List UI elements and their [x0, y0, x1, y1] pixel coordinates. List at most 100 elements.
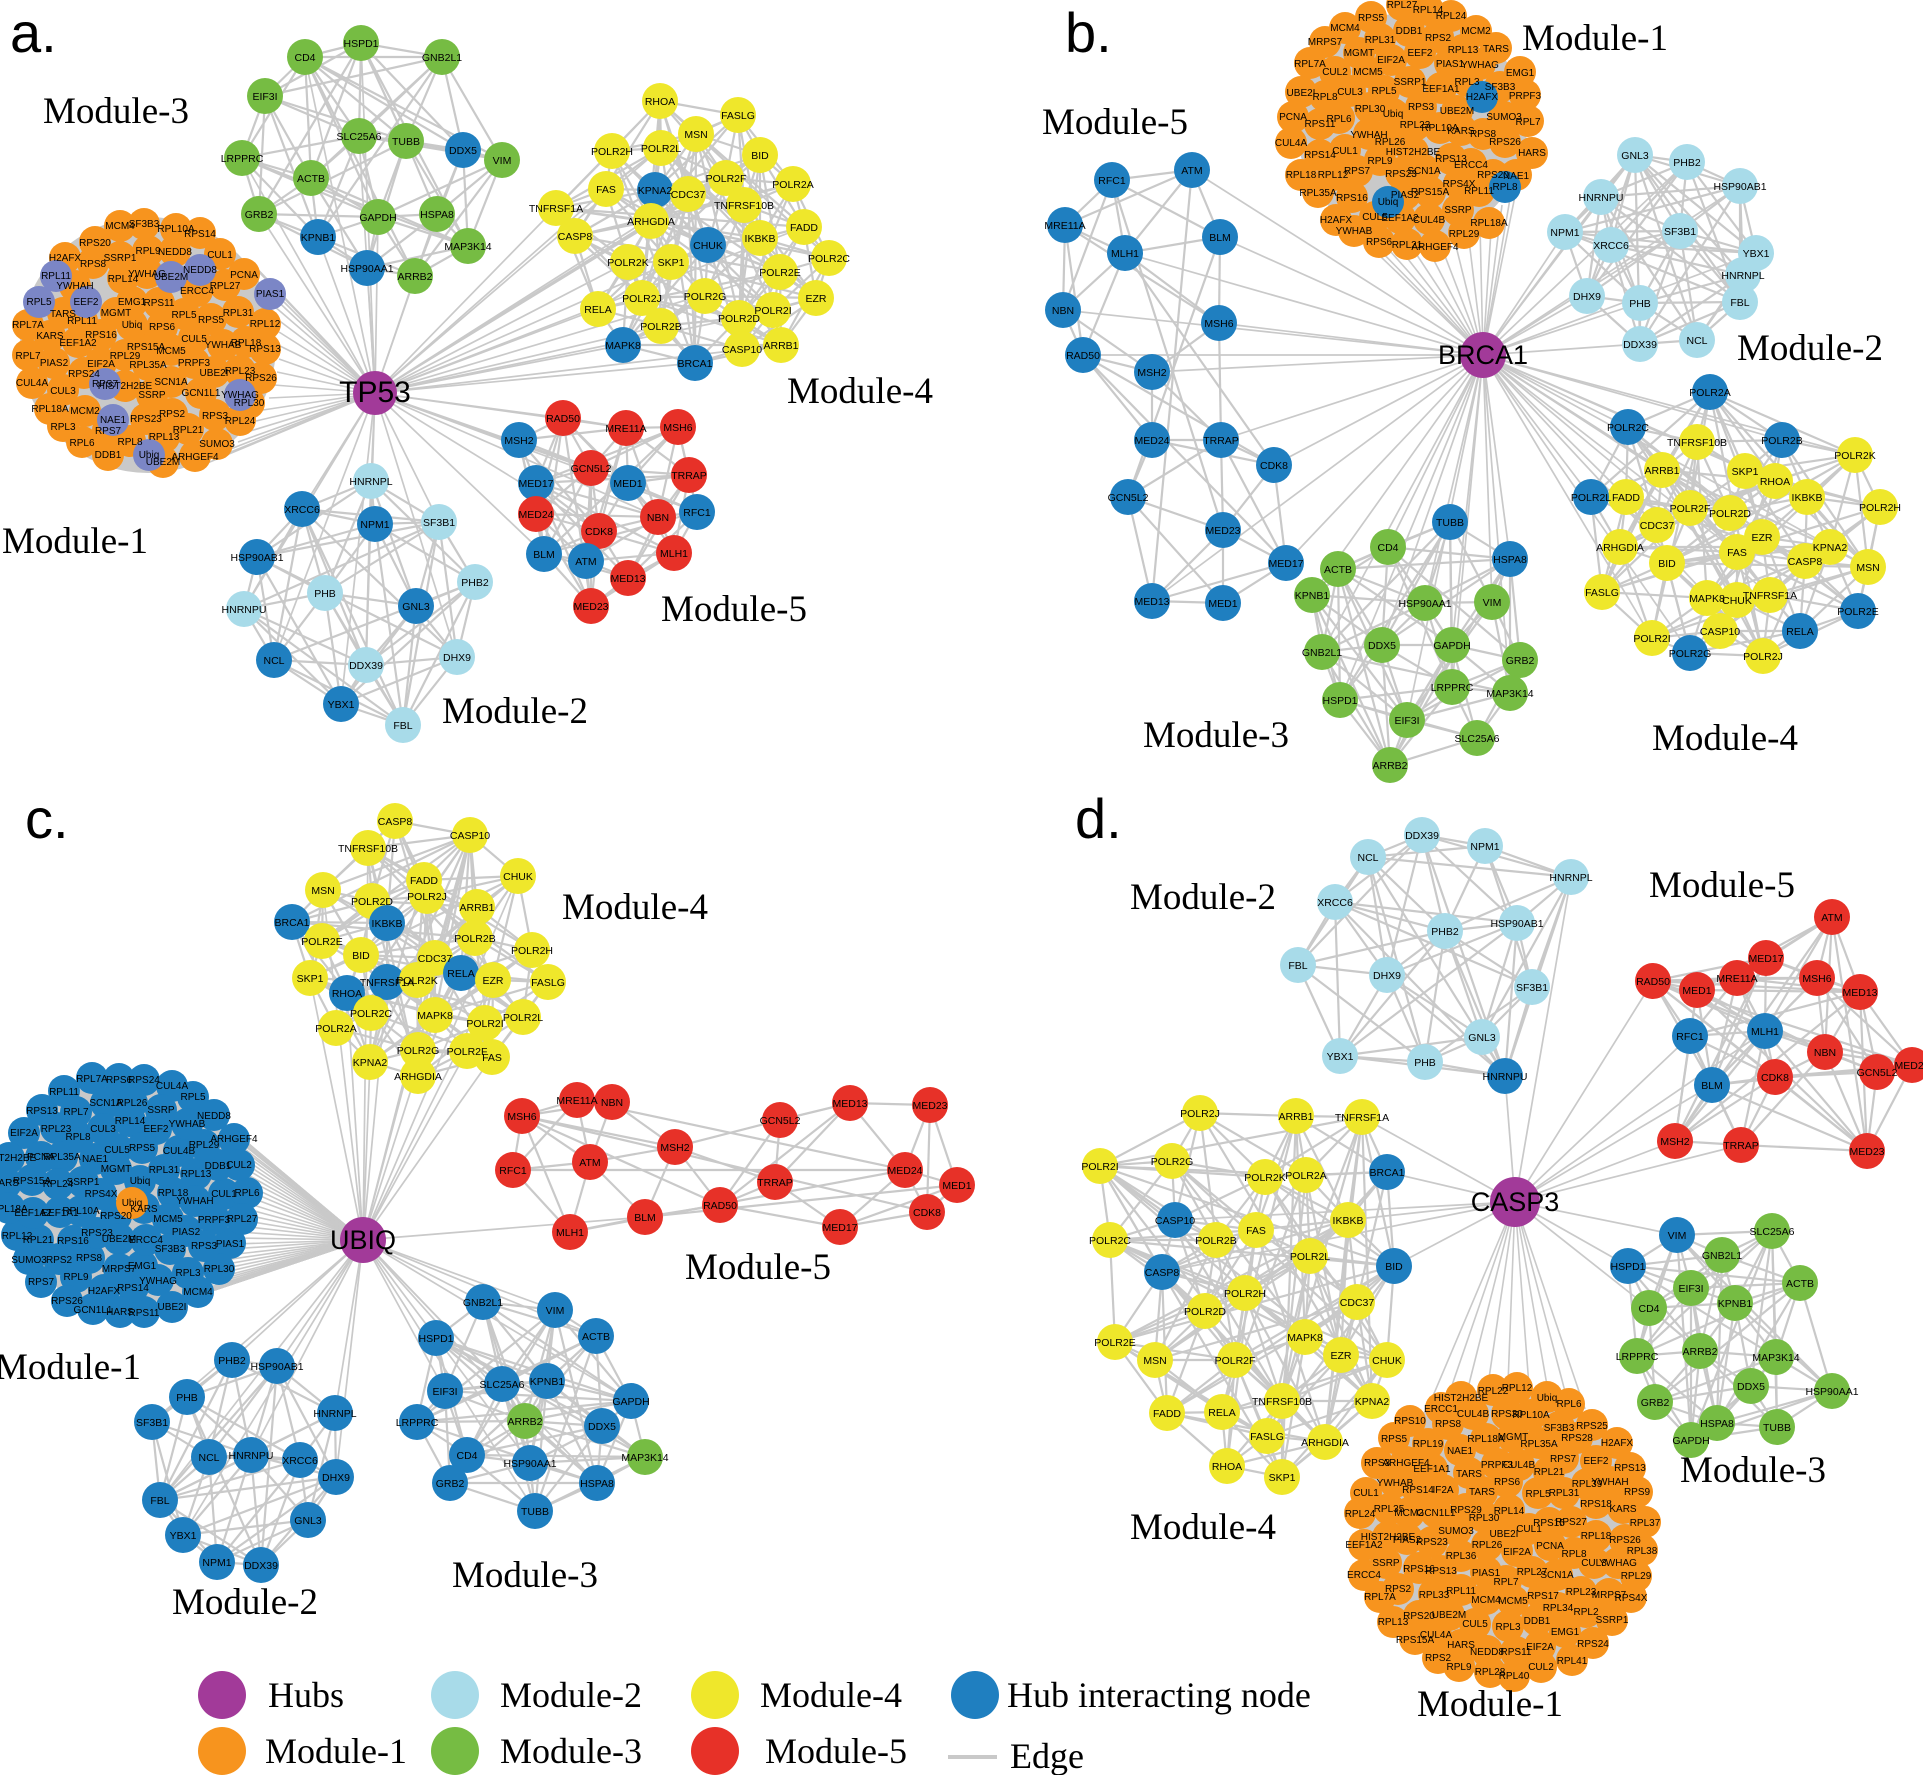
svg-text:DDB1: DDB1 [1396, 26, 1423, 37]
svg-text:MRE11A: MRE11A [605, 423, 646, 435]
svg-text:ARRB1: ARRB1 [1644, 465, 1679, 477]
svg-text:POLR2K: POLR2K [396, 975, 437, 987]
svg-text:RPL21: RPL21 [23, 1235, 54, 1246]
svg-text:RPL39: RPL39 [1572, 1479, 1603, 1490]
svg-text:CHUK: CHUK [1372, 1355, 1402, 1367]
svg-text:UBE2M: UBE2M [102, 1234, 136, 1245]
svg-text:RPS27: RPS27 [1555, 1517, 1587, 1528]
svg-text:Edge: Edge [1010, 1736, 1084, 1775]
svg-text:KARS: KARS [130, 1204, 158, 1215]
svg-text:MRE11A: MRE11A [1716, 973, 1757, 985]
svg-text:ARHGDIA: ARHGDIA [1596, 542, 1644, 554]
svg-text:MED24: MED24 [1894, 1060, 1923, 1072]
svg-text:RPL22: RPL22 [1478, 1386, 1509, 1397]
svg-text:CUL5: CUL5 [104, 1145, 130, 1156]
svg-text:RPS7: RPS7 [92, 379, 119, 390]
svg-text:RPS8: RPS8 [1435, 1419, 1462, 1430]
svg-text:EIF3I: EIF3I [252, 91, 277, 103]
svg-text:MAPK8: MAPK8 [1689, 593, 1725, 605]
svg-text:HNRNPL: HNRNPL [1721, 270, 1764, 282]
svg-text:MCM4: MCM4 [183, 1287, 213, 1298]
svg-text:RPL29: RPL29 [1449, 229, 1480, 240]
svg-text:RPL14: RPL14 [108, 274, 139, 285]
svg-text:TNFRSF10B: TNFRSF10B [1252, 1396, 1312, 1408]
svg-text:EZR: EZR [1752, 532, 1773, 544]
svg-text:ARRB1: ARRB1 [763, 340, 798, 352]
svg-text:NPM1: NPM1 [1470, 841, 1499, 853]
svg-text:TNFRSF10B: TNFRSF10B [714, 200, 774, 212]
svg-text:PRPF3: PRPF3 [178, 358, 211, 369]
svg-text:POLR2L: POLR2L [503, 1012, 543, 1024]
svg-text:YBX1: YBX1 [1327, 1051, 1354, 1063]
svg-text:Module-2: Module-2 [500, 1675, 642, 1715]
svg-text:SLC25A6: SLC25A6 [1455, 733, 1500, 745]
svg-text:RPS11: RPS11 [1501, 1647, 1532, 1658]
svg-text:HSP90AA1: HSP90AA1 [340, 263, 393, 275]
svg-text:MED1: MED1 [942, 1180, 971, 1192]
svg-text:POLR2F: POLR2F [706, 173, 747, 185]
svg-text:CUL2: CUL2 [226, 1160, 252, 1171]
svg-text:MSN: MSN [1856, 562, 1879, 574]
svg-text:HNRNPU: HNRNPU [229, 1450, 274, 1462]
svg-text:PIAS2: PIAS2 [1391, 190, 1420, 201]
svg-text:TP53: TP53 [339, 376, 411, 409]
svg-text:FADD: FADD [410, 875, 438, 887]
svg-text:RPL41: RPL41 [1557, 1656, 1588, 1667]
svg-text:RPL11: RPL11 [41, 271, 71, 282]
svg-text:RPS20: RPS20 [1477, 170, 1509, 181]
svg-text:PIAS2: PIAS2 [1393, 1535, 1422, 1546]
svg-text:HARS: HARS [1518, 148, 1546, 159]
svg-text:RPL35A: RPL35A [43, 1152, 81, 1163]
svg-text:Module-5: Module-5 [661, 589, 807, 630]
svg-text:RPL12: RPL12 [1502, 1383, 1533, 1394]
svg-text:RPL28: RPL28 [1475, 1667, 1506, 1678]
svg-text:SSRP1: SSRP1 [104, 253, 137, 264]
svg-text:RAD50: RAD50 [1636, 976, 1670, 988]
svg-text:BRCA1: BRCA1 [677, 358, 712, 370]
svg-text:RPS15A: RPS15A [1396, 1635, 1435, 1646]
svg-text:CUL3: CUL3 [90, 1124, 116, 1135]
svg-text:POLR2F: POLR2F [1670, 503, 1711, 515]
svg-text:ERCC4: ERCC4 [1454, 160, 1488, 171]
svg-text:RPS20: RPS20 [100, 1211, 132, 1222]
svg-text:POLR2J: POLR2J [1180, 1108, 1220, 1120]
svg-text:POLR2B: POLR2B [640, 321, 681, 333]
svg-text:Module-1: Module-1 [2, 521, 148, 562]
svg-text:NEDD8: NEDD8 [183, 265, 217, 276]
svg-text:SSRP1: SSRP1 [1394, 77, 1427, 88]
svg-text:CD4: CD4 [456, 1450, 477, 1462]
svg-text:GAPDH: GAPDH [612, 1396, 649, 1408]
svg-text:RPL11: RPL11 [49, 1087, 79, 1098]
svg-text:IKBKB: IKBKB [745, 233, 776, 245]
svg-text:RPL6: RPL6 [234, 1188, 259, 1199]
svg-text:MED13: MED13 [610, 573, 645, 585]
svg-text:HSP90AA1: HSP90AA1 [1805, 1386, 1858, 1398]
svg-text:KPNB1: KPNB1 [301, 232, 336, 244]
svg-text:MSH6: MSH6 [1204, 318, 1233, 330]
svg-text:RPS13: RPS13 [1614, 1463, 1646, 1474]
svg-text:FASLG: FASLG [531, 977, 565, 989]
svg-text:MCM2: MCM2 [1394, 1508, 1424, 1519]
svg-text:CDK8: CDK8 [913, 1207, 941, 1219]
svg-text:MGMT: MGMT [1344, 48, 1375, 59]
svg-text:RPL6: RPL6 [69, 438, 94, 449]
svg-text:ARRB2: ARRB2 [397, 271, 432, 283]
svg-text:SKP1: SKP1 [1732, 466, 1759, 478]
svg-text:GCN5L2: GCN5L2 [1857, 1067, 1898, 1079]
svg-text:RPL5: RPL5 [1525, 1489, 1550, 1500]
svg-text:NBN: NBN [601, 1097, 623, 1109]
svg-text:VIM: VIM [1483, 597, 1502, 609]
svg-text:H2AFX: H2AFX [1466, 92, 1499, 103]
svg-text:DDX39: DDX39 [1623, 339, 1657, 351]
svg-text:RPS5: RPS5 [198, 315, 225, 326]
svg-text:IKBKB: IKBKB [1333, 1215, 1364, 1227]
svg-text:RPS9: RPS9 [1624, 1487, 1651, 1498]
svg-text:RPS10: RPS10 [1394, 1416, 1426, 1427]
svg-text:MED23: MED23 [912, 1100, 947, 1112]
svg-text:CUL2: CUL2 [1322, 67, 1348, 78]
svg-text:PHB2: PHB2 [461, 577, 489, 589]
svg-text:MSH2: MSH2 [1660, 1136, 1689, 1148]
svg-text:RELA: RELA [447, 968, 474, 980]
svg-text:UBE2I: UBE2I [200, 368, 229, 379]
svg-text:POLR2H: POLR2H [1859, 502, 1901, 514]
